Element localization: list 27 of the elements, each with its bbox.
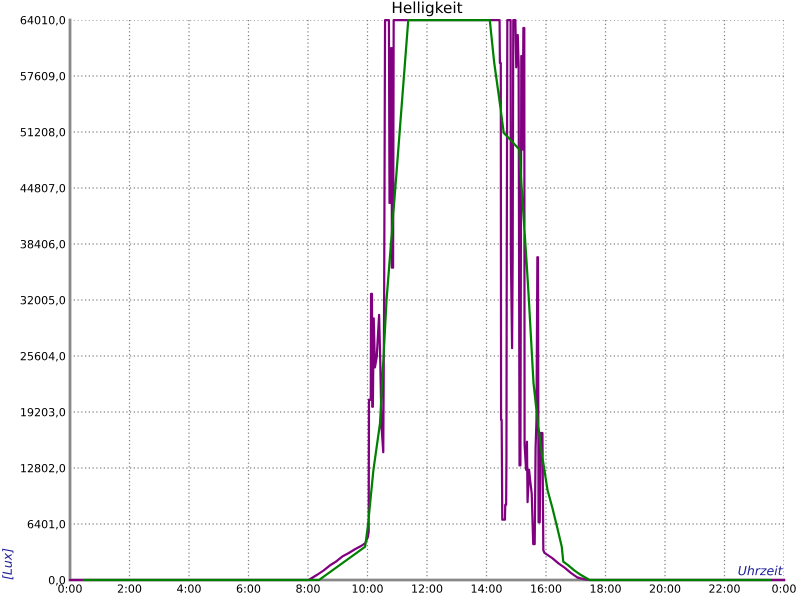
y-tick-label: 0,0	[48, 576, 66, 586]
y-tick-label: 64010,0	[20, 16, 66, 26]
x-tick-label: 16:00	[531, 584, 562, 593]
x-tick-label: 14:00	[472, 584, 502, 593]
y-tick-label: 6401,0	[28, 520, 66, 530]
x-tick-label: 20:00	[650, 584, 680, 593]
chart-title: Helligkeit	[392, 1, 462, 16]
y-tick-label: 25604,0	[20, 352, 66, 362]
y-tick-label: 12802,0	[21, 464, 66, 474]
y-tick-label: 38406,0	[20, 240, 66, 250]
x-tick-label: 12:00	[412, 584, 442, 593]
y-tick-label: 19203,0	[21, 408, 66, 418]
y-tick-label: 44807,0	[20, 184, 66, 194]
x-tick-label: 2:00	[118, 584, 142, 593]
y-tick-label: 32005,0	[20, 296, 66, 306]
x-tick-label: 0:00	[772, 584, 796, 593]
y-tick-label: 51208,0	[20, 128, 66, 138]
x-tick-label: 6:00	[236, 584, 260, 593]
y-tick-label: 57609,0	[20, 72, 66, 82]
x-tick-label: 18:00	[590, 584, 621, 593]
x-tick-label: 10:00	[352, 584, 383, 593]
y-axis-title: [Lux]	[2, 548, 14, 580]
x-tick-label: 8:00	[296, 584, 320, 593]
x-tick-label: 22:00	[709, 584, 740, 593]
x-tick-label: 0:00	[58, 584, 82, 593]
x-tick-label: 4:00	[177, 584, 201, 593]
x-axis-title: Uhrzeit	[738, 566, 783, 576]
